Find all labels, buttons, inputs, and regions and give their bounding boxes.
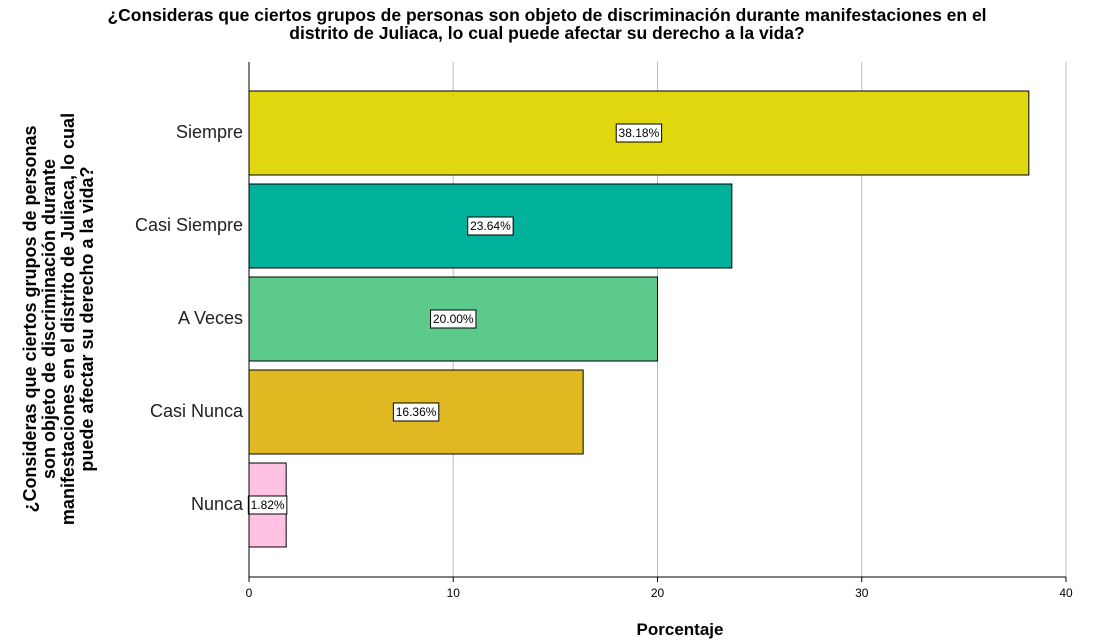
- data-label: 23.64%: [470, 219, 511, 233]
- data-label-box: [392, 402, 440, 422]
- category-label: Siempre: [176, 122, 243, 142]
- data-label-box: [247, 495, 288, 515]
- chart-title-line-1: ¿Consideras que ciertos grupos de person…: [107, 5, 987, 25]
- x-axis-label: Porcentaje: [636, 620, 724, 639]
- category-label: A Veces: [178, 308, 243, 328]
- chart-title-line-2: distrito de Juliaca, lo cual puede afect…: [289, 23, 805, 43]
- data-label: 16.36%: [396, 405, 437, 419]
- data-label-box: [430, 309, 477, 329]
- data-label: 20.00%: [433, 312, 474, 326]
- chart-title: ¿Consideras que ciertos grupos de person…: [0, 6, 1094, 42]
- x-tick-label: 30: [855, 586, 869, 600]
- x-tick-label: 40: [1059, 586, 1073, 600]
- x-tick-label: 10: [447, 586, 461, 600]
- data-label-box: [615, 123, 663, 143]
- category-label: Nunca: [191, 494, 244, 514]
- data-label: 1.82%: [251, 498, 285, 512]
- data-label: 38.18%: [619, 126, 660, 140]
- category-label: Casi Siempre: [135, 215, 243, 235]
- x-tick-label: 0: [246, 586, 253, 600]
- x-tick-label: 20: [651, 586, 665, 600]
- category-label: Casi Nunca: [150, 401, 244, 421]
- data-label-box: [467, 216, 514, 236]
